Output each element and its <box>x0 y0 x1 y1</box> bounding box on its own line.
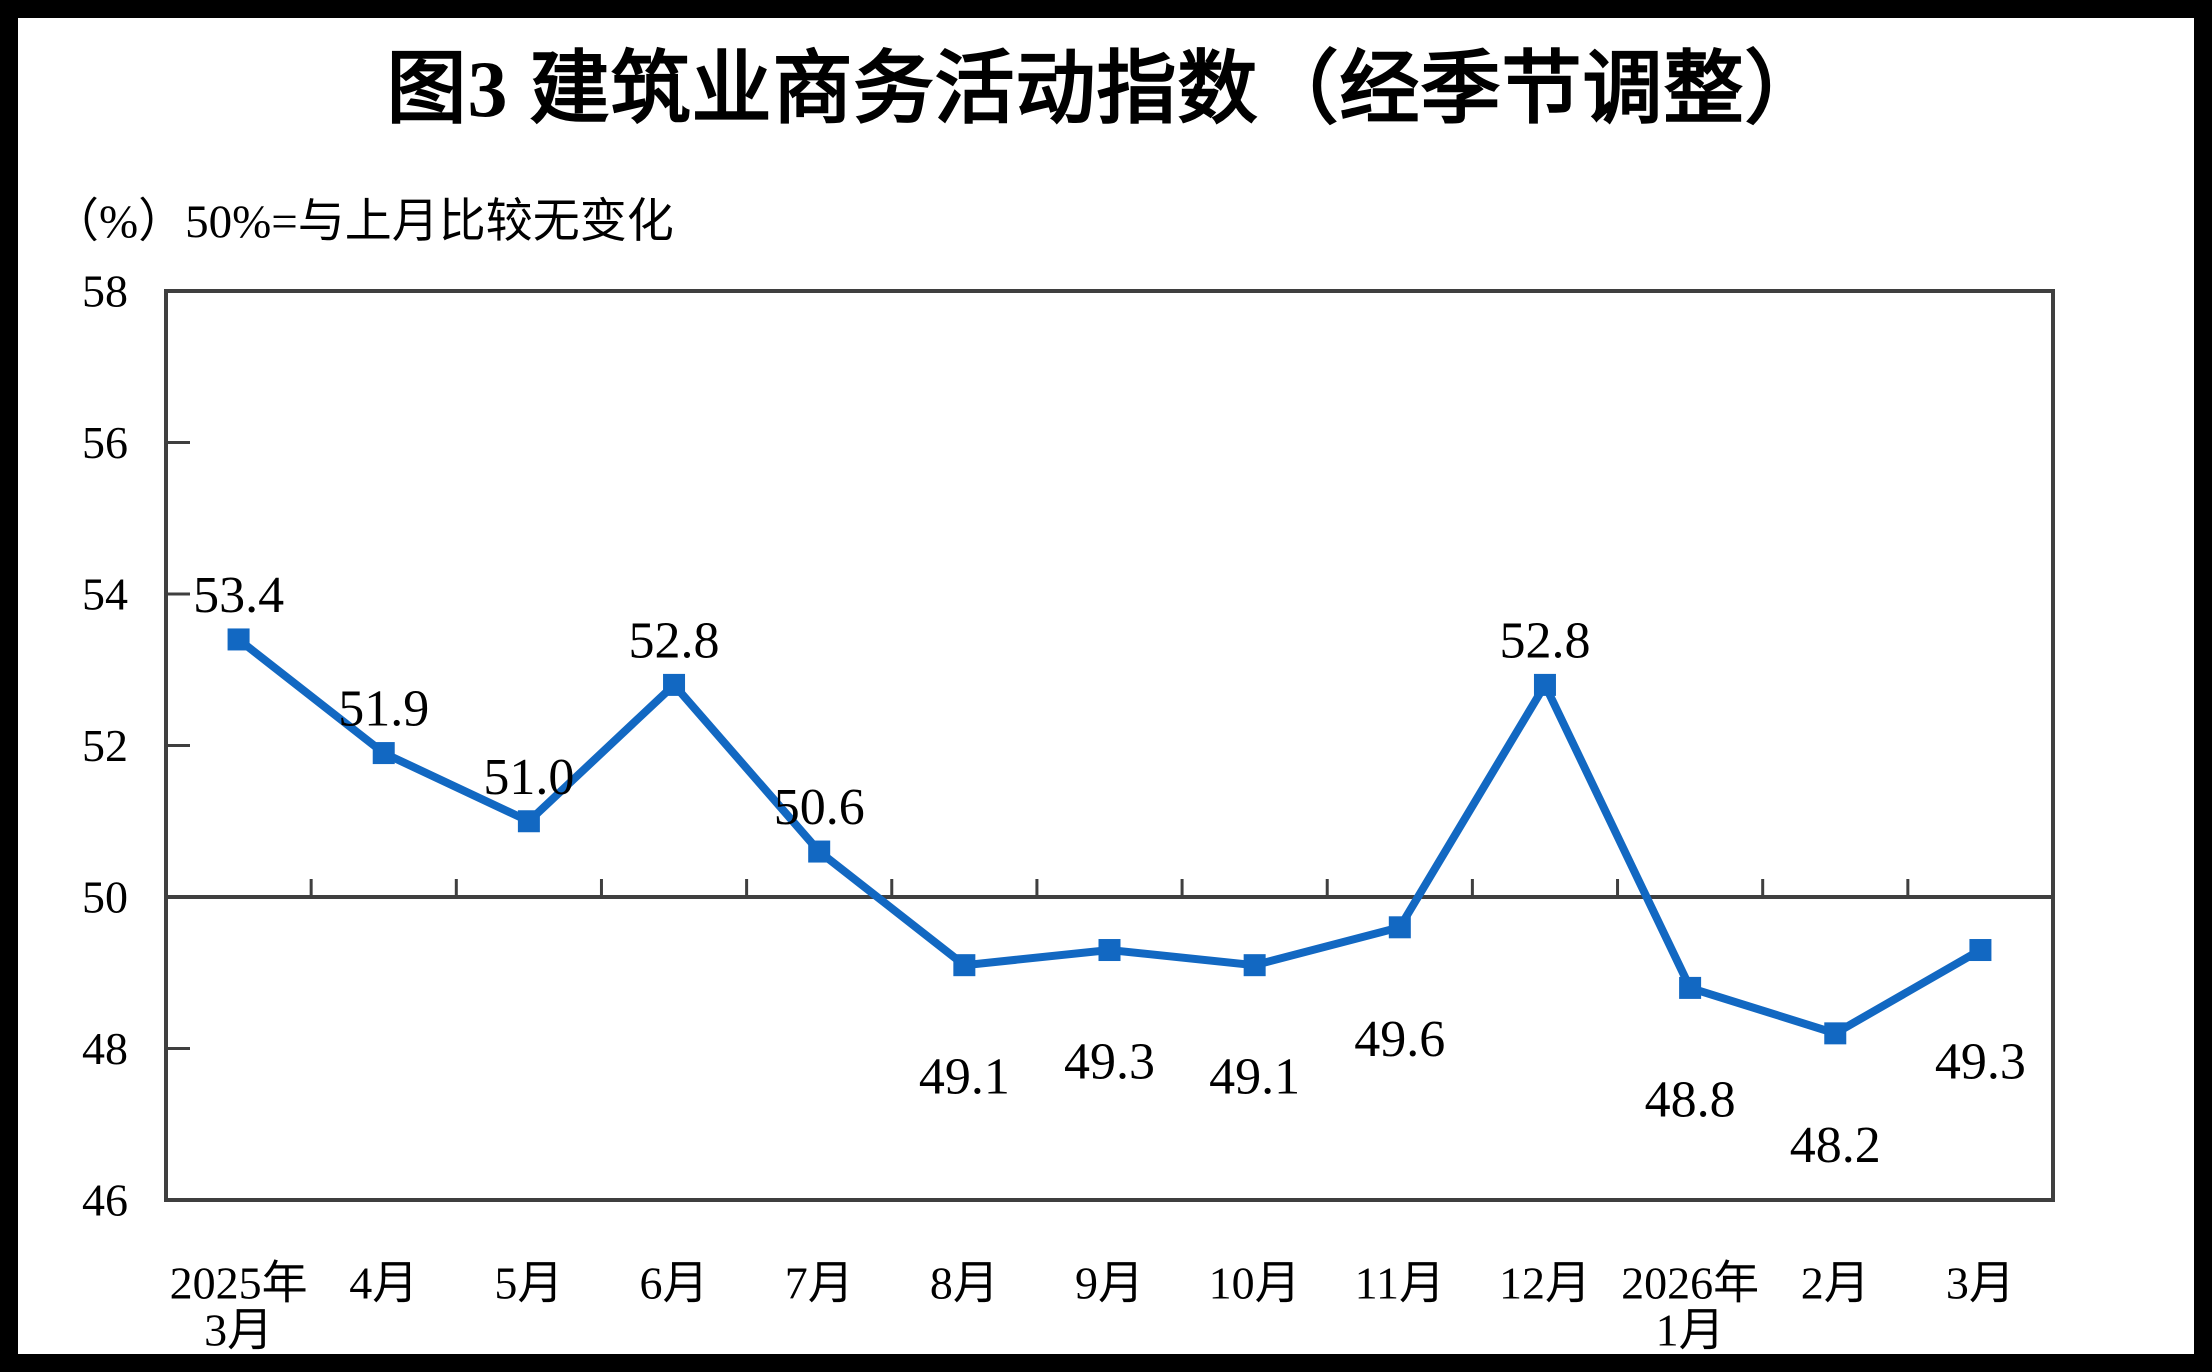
data-point-label: 49.3 <box>1935 1034 2026 1091</box>
data-point-label: 49.6 <box>1354 1011 1445 1068</box>
data-point-marker <box>663 673 686 696</box>
x-axis-label: 4月 <box>349 1258 418 1309</box>
data-point-marker <box>808 840 831 863</box>
y-axis-label: 48 <box>82 1023 128 1074</box>
x-axis-label: 9月 <box>1075 1258 1144 1309</box>
x-axis-label: 6月 <box>640 1258 709 1309</box>
data-point-label: 49.1 <box>1209 1049 1300 1106</box>
x-axis-label: 12月 <box>1499 1258 1591 1309</box>
data-point-marker <box>1533 673 1556 696</box>
data-point-label: 49.1 <box>919 1049 1010 1106</box>
x-axis-label: 7月 <box>785 1258 854 1309</box>
data-point-label: 52.8 <box>1499 612 1590 669</box>
data-point-label: 51.9 <box>338 681 429 738</box>
y-axis-label: 56 <box>82 417 128 468</box>
data-point-label: 48.2 <box>1790 1117 1881 1174</box>
data-point-marker <box>517 810 540 833</box>
y-axis-label: 54 <box>82 569 128 620</box>
data-point-marker <box>1098 939 1121 962</box>
data-point-marker <box>1388 916 1411 939</box>
data-point-marker <box>1969 939 1992 962</box>
unit-note: （%）50%=与上月比较无变化 <box>52 196 674 248</box>
x-axis-label: 2025年 <box>170 1258 308 1309</box>
data-point-marker <box>372 742 395 765</box>
data-point-label: 50.6 <box>774 779 865 836</box>
data-point-label: 51.0 <box>483 749 574 806</box>
data-point-marker <box>1243 954 1266 977</box>
x-axis-label: 11月 <box>1355 1258 1445 1309</box>
data-line <box>236 636 1983 1038</box>
x-axis-label: 2月 <box>1801 1258 1870 1309</box>
x-axis-label: 3月 <box>204 1305 273 1356</box>
data-point-marker <box>953 954 976 977</box>
x-axis-label: 10月 <box>1209 1258 1301 1309</box>
data-point-marker <box>1679 976 1702 999</box>
data-point-label: 49.3 <box>1064 1034 1155 1091</box>
x-axis-label: 3月 <box>1946 1258 2015 1309</box>
y-axis-label: 52 <box>82 720 128 771</box>
data-point-label: 52.8 <box>629 612 720 669</box>
x-axis-label: 8月 <box>930 1258 999 1309</box>
data-point-marker <box>227 628 250 651</box>
x-axis-label: 5月 <box>494 1258 563 1309</box>
y-axis-label: 46 <box>82 1175 128 1226</box>
x-axis-label: 1月 <box>1656 1305 1725 1356</box>
figure-title: 图3 建筑业商务活动指数（经季节调整） <box>386 46 1826 134</box>
x-axis-label: 2026年 <box>1621 1258 1759 1309</box>
data-point-label: 48.8 <box>1645 1071 1736 1128</box>
y-axis-label: 50 <box>82 872 128 923</box>
data-point-marker <box>1824 1022 1847 1045</box>
data-point-label: 53.4 <box>193 567 284 624</box>
y-axis-label: 58 <box>82 266 128 317</box>
